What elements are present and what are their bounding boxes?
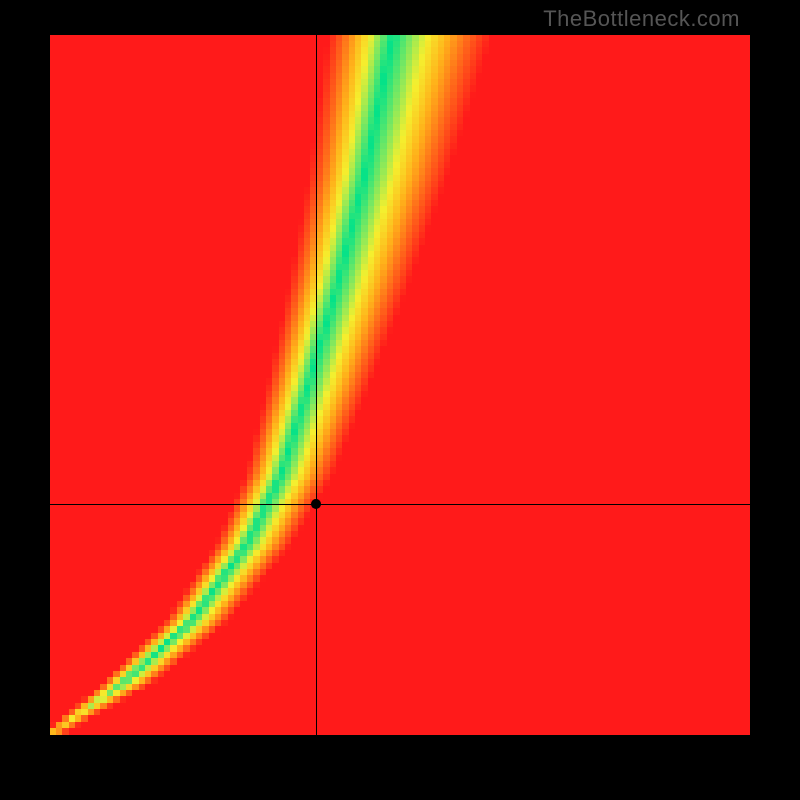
watermark-text: TheBottleneck.com	[543, 6, 740, 32]
heatmap-chart	[50, 35, 750, 735]
heatmap-canvas	[50, 35, 750, 735]
